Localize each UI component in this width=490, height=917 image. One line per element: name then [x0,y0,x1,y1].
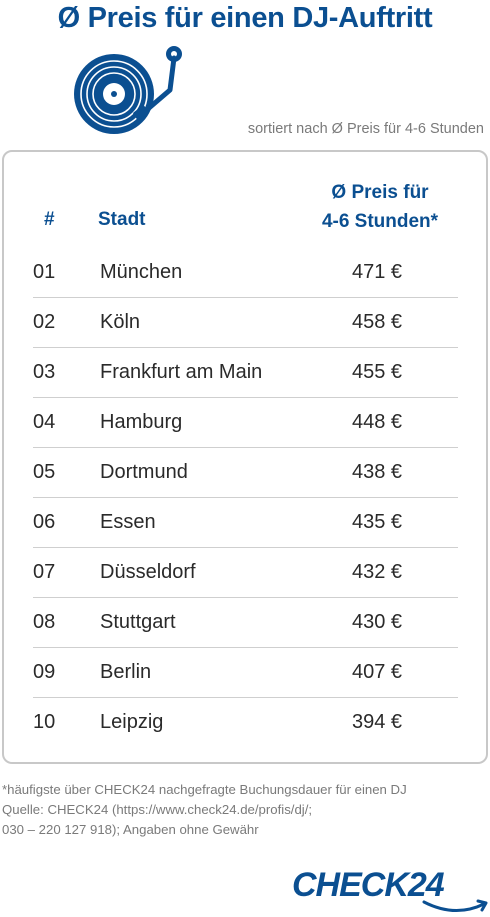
table-header: # Stadt Ø Preis für 4-6 Stunden* [4,174,486,244]
column-header-price-line1: Ø Preis für [331,182,429,203]
row-rank: 07 [33,561,56,583]
footnote-disclaimer: 030 – 220 127 918); Angaben ohne Gewähr [2,822,259,837]
column-header-city: Stadt [98,209,146,230]
footnote: *häufigste über CHECK24 nachgefragte Buc… [2,780,488,840]
row-divider [33,647,458,648]
row-price: 448 € [352,411,403,433]
row-city: München [100,261,183,283]
row-city: Stuttgart [100,611,176,633]
table-row: 08 Stuttgart 430 € [33,598,458,648]
logo-swoosh-icon [422,899,488,913]
row-price: 455 € [352,361,403,383]
logo-wordmark: CHECK24 [292,866,445,904]
row-city: Köln [100,311,141,333]
table-row: 07 Düsseldorf 432 € [33,548,458,598]
row-city: Berlin [100,661,152,683]
footnote-line: *häufigste über CHECK24 nachgefragte Buc… [2,782,407,797]
row-rank: 10 [33,711,56,733]
row-city: Essen [100,511,156,533]
row-city: Frankfurt am Main [100,361,263,383]
table-row: 03 Frankfurt am Main 455 € [33,348,458,398]
row-city: Leipzig [100,711,164,733]
row-rank: 09 [33,661,56,683]
row-rank: 08 [33,611,56,633]
table-row: 05 Dortmund 438 € [33,448,458,498]
row-rank: 01 [33,261,56,283]
row-price: 407 € [352,661,403,683]
row-city: Dortmund [100,461,188,483]
column-header-price-line2: 4-6 Stunden* [321,211,439,232]
row-rank: 04 [33,411,56,433]
row-divider [33,297,458,298]
row-divider [33,697,458,698]
table-row: 06 Essen 435 € [33,498,458,548]
row-price: 471 € [352,261,403,283]
row-rank: 02 [33,311,56,333]
row-price: 438 € [352,461,403,483]
row-city: Düsseldorf [100,561,196,583]
table-row: 10 Leipzig 394 € [33,698,458,748]
page-title: Ø Preis für einen DJ-Auftritt [57,2,433,34]
row-divider [33,447,458,448]
row-price: 435 € [352,511,403,533]
row-rank: 03 [33,361,56,383]
column-header-price: Ø Preis für 4-6 Stunden* [300,178,460,236]
table-row: 02 Köln 458 € [33,298,458,348]
row-rank: 06 [33,511,56,533]
row-price: 432 € [352,561,403,583]
row-price: 394 € [352,711,403,733]
row-divider [33,497,458,498]
sort-subtitle: sortiert nach Ø Preis für 4-6 Stunden [247,121,484,137]
check24-logo: CHECK24 [292,866,488,914]
row-rank: 05 [33,461,56,483]
row-price: 458 € [352,311,403,333]
row-price: 430 € [352,611,403,633]
table-row: 09 Berlin 407 € [33,648,458,698]
vinyl-turntable-icon [74,46,182,134]
row-divider [33,347,458,348]
table-row: 04 Hamburg 448 € [33,398,458,448]
row-divider [33,597,458,598]
row-divider [33,547,458,548]
footnote-source: Quelle: CHECK24 (https://www.check24.de/… [2,802,313,817]
ranking-table: # Stadt Ø Preis für 4-6 Stunden* 01 Münc… [2,150,488,764]
row-divider [33,397,458,398]
row-city: Hamburg [100,411,183,433]
table-row: 01 München 471 € [33,248,458,298]
column-header-rank: # [44,209,55,230]
